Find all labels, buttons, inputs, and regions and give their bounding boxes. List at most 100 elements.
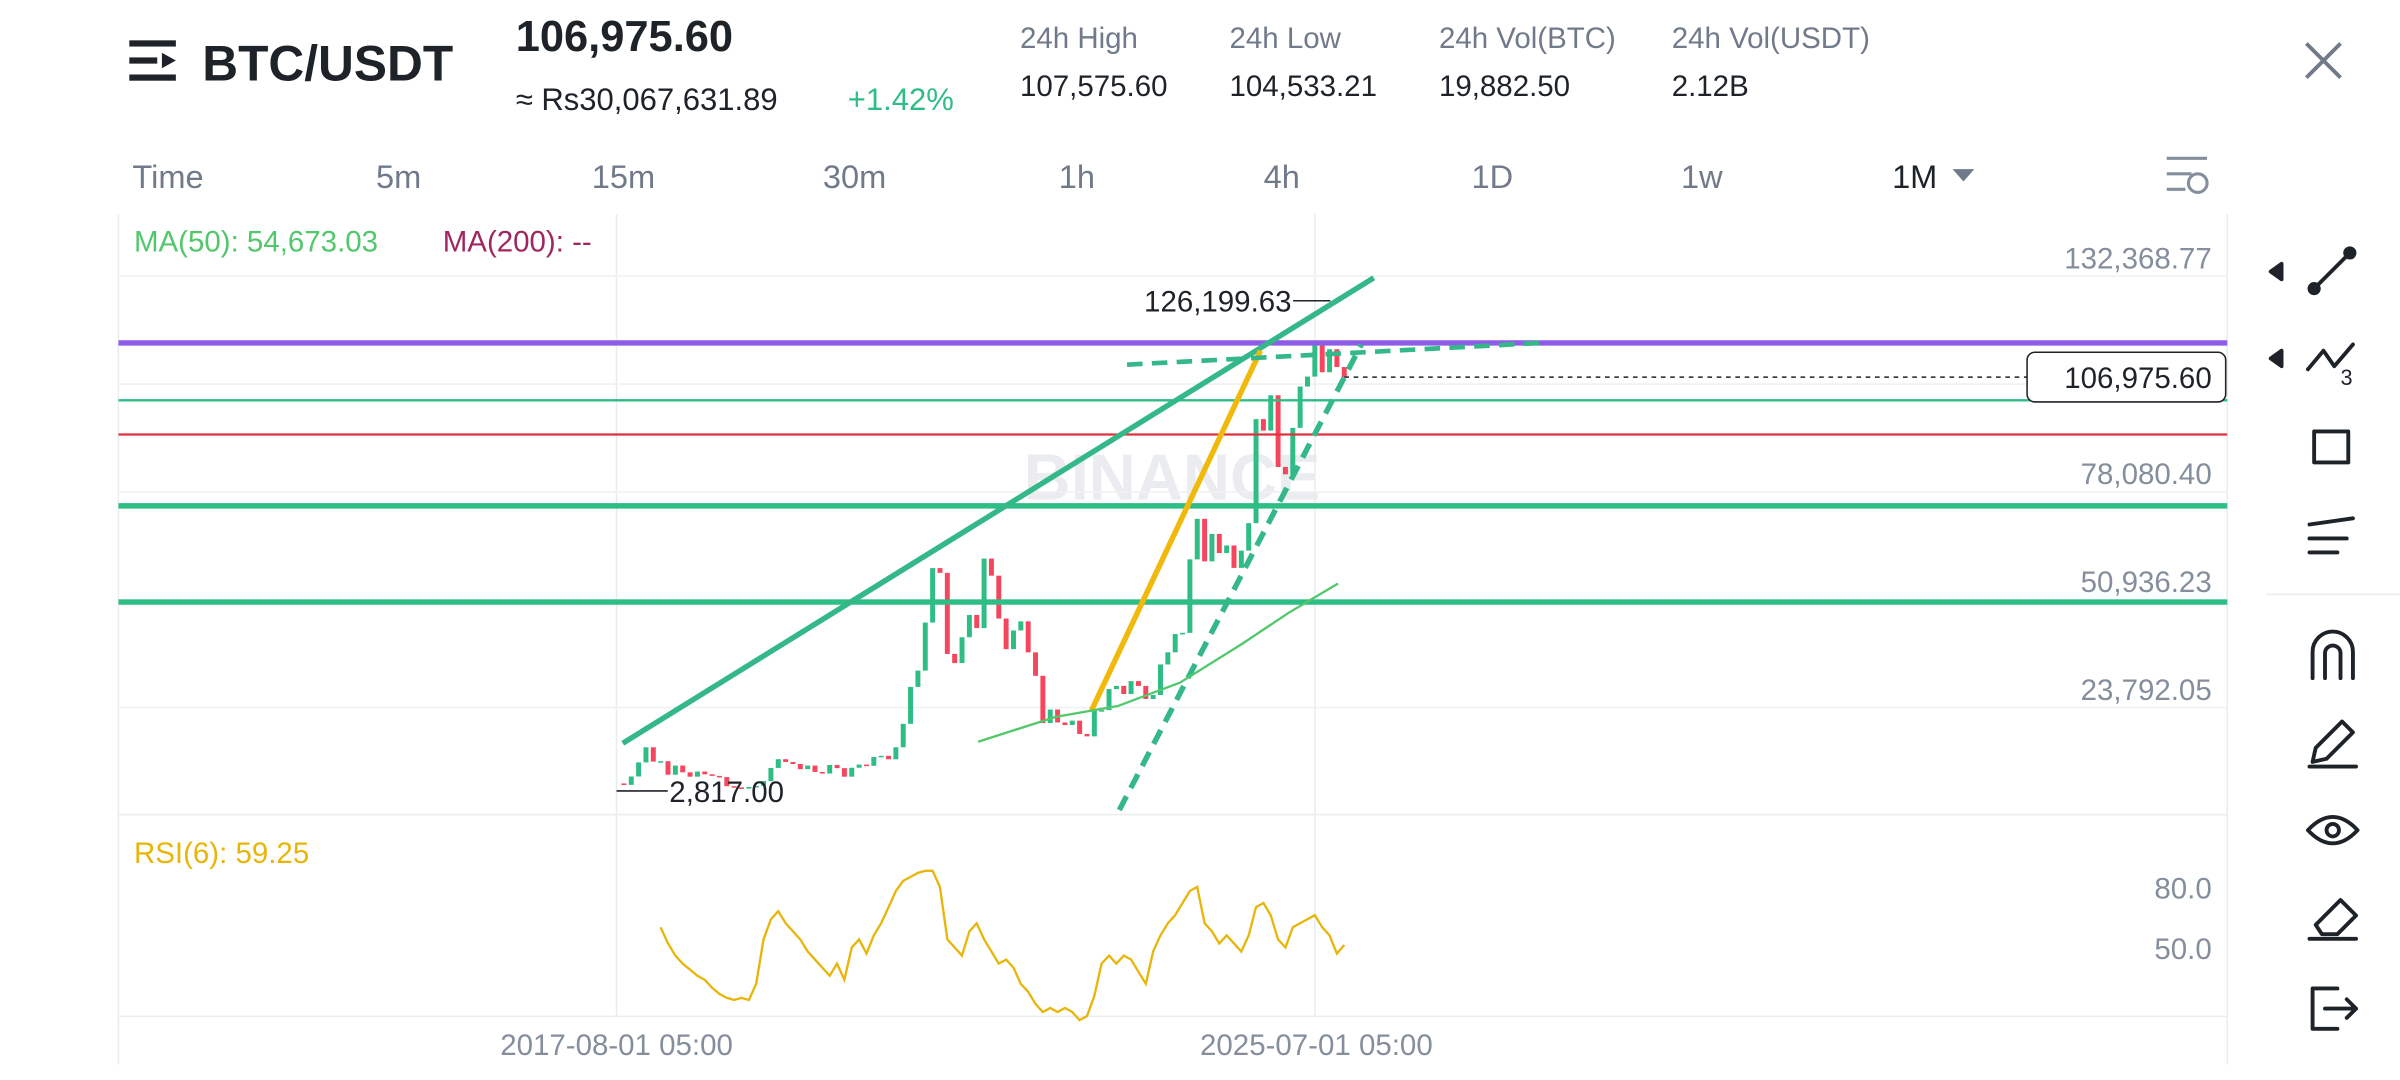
candle bbox=[1099, 710, 1105, 712]
candle bbox=[1172, 634, 1178, 653]
candle bbox=[783, 759, 789, 762]
candle bbox=[702, 771, 708, 775]
candle bbox=[856, 764, 862, 768]
candle bbox=[827, 764, 833, 774]
candle bbox=[981, 558, 987, 629]
candle bbox=[1224, 545, 1230, 554]
candle bbox=[797, 763, 803, 770]
candle bbox=[849, 767, 855, 777]
candle bbox=[944, 572, 950, 654]
rsi-tick-label: 80.0 bbox=[2154, 872, 2211, 905]
candle bbox=[812, 765, 818, 772]
candle bbox=[841, 768, 847, 777]
candle bbox=[930, 568, 936, 623]
timeframe-tab[interactable]: 5m bbox=[376, 159, 421, 195]
candle bbox=[1319, 342, 1325, 373]
candle bbox=[709, 774, 715, 776]
drawings[interactable] bbox=[118, 275, 2228, 812]
candle bbox=[966, 614, 972, 638]
timeframe-tab[interactable]: 30m bbox=[823, 159, 886, 195]
candle bbox=[1062, 722, 1068, 726]
timeframe-tab[interactable]: Time bbox=[132, 159, 203, 195]
candle bbox=[1334, 349, 1340, 368]
candle bbox=[1180, 632, 1186, 635]
candle bbox=[761, 781, 767, 786]
fiat-price: ≈ Rs30,067,631.89 bbox=[516, 82, 778, 117]
low-label: 2,817.00 bbox=[669, 776, 784, 809]
y-tick-label: 78,080.40 bbox=[2081, 458, 2212, 491]
change: +1.42% bbox=[848, 82, 954, 117]
candle bbox=[1327, 349, 1333, 373]
settings-icon[interactable] bbox=[2166, 156, 2209, 194]
candle bbox=[768, 767, 774, 782]
candle bbox=[1246, 523, 1252, 551]
candle bbox=[1040, 675, 1046, 724]
candle bbox=[819, 771, 825, 774]
stat-value: 107,575.60 bbox=[1020, 70, 1168, 103]
y-tick-label: 23,792.05 bbox=[2081, 674, 2212, 707]
candle bbox=[1143, 685, 1149, 700]
candle bbox=[1305, 376, 1310, 387]
y-tick-label: 50,936.23 bbox=[2081, 566, 2212, 599]
candle bbox=[1150, 695, 1156, 700]
candle bbox=[878, 755, 884, 758]
candle bbox=[1010, 630, 1016, 650]
candle bbox=[1187, 559, 1193, 633]
candle bbox=[908, 686, 914, 724]
candle bbox=[672, 765, 678, 775]
candle bbox=[952, 653, 958, 664]
candle bbox=[687, 772, 693, 777]
high-label: 126,199.63 bbox=[1144, 286, 1292, 319]
candle bbox=[1290, 427, 1296, 475]
x-tick-label: 2017-08-01 05:00 bbox=[500, 1029, 733, 1062]
candle bbox=[863, 764, 869, 767]
candle bbox=[834, 764, 840, 769]
candle bbox=[1113, 685, 1119, 690]
candle bbox=[1128, 681, 1134, 695]
current-price-label: 106,975.60 bbox=[2064, 362, 2212, 395]
y-tick-label: 132,368.77 bbox=[2064, 242, 2212, 275]
candle bbox=[716, 775, 722, 778]
timeframe-tab[interactable]: 4h bbox=[1264, 159, 1300, 195]
timeframe-tab[interactable]: 1h bbox=[1059, 159, 1095, 195]
candle bbox=[1033, 652, 1039, 676]
candle bbox=[1341, 367, 1347, 378]
x-tick-label: 2025-07-01 05:00 bbox=[1200, 1029, 1433, 1062]
candle bbox=[1121, 685, 1127, 695]
candle bbox=[658, 761, 664, 763]
symbol: BTC/USDT bbox=[202, 36, 453, 92]
stat-label: 24h High bbox=[1020, 22, 1138, 55]
toolbar[interactable]: 3 bbox=[2268, 246, 2360, 1031]
candle bbox=[988, 558, 994, 576]
candle bbox=[1238, 550, 1244, 568]
candle bbox=[739, 787, 744, 789]
stat-label: 24h Vol(USDT) bbox=[1672, 22, 1870, 55]
candle bbox=[753, 785, 759, 788]
current-price-box bbox=[2026, 351, 2227, 403]
candle bbox=[1077, 720, 1083, 734]
dropdown-arrow[interactable] bbox=[1952, 169, 1975, 182]
candle bbox=[724, 777, 730, 787]
svg-text:3: 3 bbox=[2341, 365, 2353, 390]
stat-value: 19,882.50 bbox=[1439, 70, 1570, 103]
menu-icon[interactable] bbox=[129, 40, 176, 81]
timeframe-tab[interactable]: 1M bbox=[1892, 159, 1937, 195]
rsi-line bbox=[659, 869, 1346, 1022]
candle bbox=[871, 757, 877, 766]
candle bbox=[694, 771, 700, 777]
candle bbox=[886, 755, 892, 760]
close-button[interactable] bbox=[2305, 42, 2342, 79]
candle bbox=[1297, 386, 1303, 428]
candle bbox=[790, 761, 796, 764]
ma50-label: MA(50): 54,673.03 bbox=[134, 225, 378, 258]
candle bbox=[1106, 689, 1112, 711]
timeframe-tab[interactable]: 15m bbox=[592, 159, 655, 195]
candle bbox=[665, 761, 671, 775]
timeframe-tab[interactable]: 1D bbox=[1472, 159, 1514, 195]
candle bbox=[915, 670, 921, 687]
timeframe-tab[interactable]: 1w bbox=[1681, 159, 1723, 195]
candle bbox=[937, 568, 943, 573]
candle bbox=[1275, 395, 1281, 467]
candle bbox=[628, 776, 634, 785]
